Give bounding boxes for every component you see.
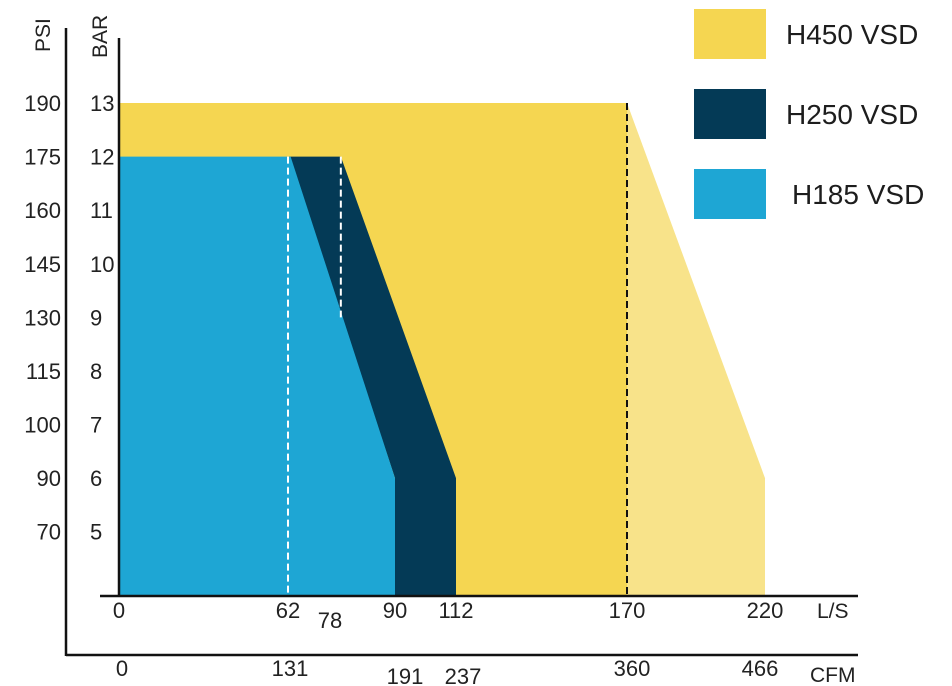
psi-axis-label: PSI — [32, 18, 55, 52]
legend-swatch — [694, 169, 766, 219]
ls-tick-label: 62 — [276, 598, 300, 623]
plot-area — [119, 103, 765, 596]
cfm-tick-label: 0 — [116, 656, 128, 681]
psi-tick-label: 90 — [37, 466, 61, 491]
psi-tick-label: 160 — [24, 198, 61, 223]
legend-label: H250 VSD — [786, 99, 918, 130]
ls-tick-label: 220 — [747, 598, 784, 623]
h450-vsd-extension-area — [627, 103, 765, 596]
bar-tick-label: 13 — [90, 91, 114, 116]
cfm-tick-label: 360 — [614, 656, 651, 681]
h250-vsd-area — [288, 156, 456, 596]
bar-tick-label: 10 — [90, 252, 114, 277]
legend-label: H185 VSD — [792, 179, 924, 210]
cfm-tick-label: 131 — [272, 656, 309, 681]
ls-tick-label: 90 — [383, 598, 407, 623]
bar-tick-label: 12 — [90, 145, 114, 170]
ls-tick-label: 112 — [438, 598, 473, 623]
cfm-tick-label: 191 — [387, 664, 424, 686]
psi-tick-label: 145 — [24, 252, 61, 277]
psi-tick-label: 130 — [24, 305, 61, 330]
cfm-tick-label: 466 — [742, 656, 779, 681]
psi-tick-label: 115 — [26, 359, 61, 384]
bar-tick-label: 11 — [90, 198, 113, 223]
bar-tick-label: 8 — [90, 359, 102, 384]
legend-label: H450 VSD — [786, 19, 918, 50]
legend-swatch — [694, 89, 766, 139]
legend-swatch — [694, 9, 766, 59]
cfm-axis-label: CFM — [810, 664, 856, 686]
bar-tick-label: 5 — [90, 520, 102, 545]
psi-tick-label: 190 — [24, 91, 61, 116]
legend: H450 VSD H250 VSD H185 VSD — [694, 9, 924, 219]
cfm-tick-label: 237 — [445, 664, 482, 686]
ls-tick-label: 78 — [318, 608, 342, 633]
bar-tick-label: 9 — [90, 305, 102, 330]
ls-tick-label: 170 — [609, 598, 646, 623]
h185-vsd-area — [119, 156, 395, 596]
psi-tick-label: 100 — [24, 413, 61, 438]
axes — [64, 28, 858, 657]
ls-tick-label: 0 — [113, 598, 125, 623]
bar-axis-label: BAR — [89, 15, 112, 58]
dashed-markers — [287, 103, 628, 596]
psi-tick-label: 175 — [24, 145, 61, 170]
bar-tick-label: 6 — [90, 466, 102, 491]
ls-axis-label: L/S — [817, 600, 849, 623]
bar-tick-label: 7 — [90, 413, 102, 438]
psi-tick-label: 70 — [37, 520, 61, 545]
tick-labels: PSI BAR L/S CFM 567891011121370901001151… — [24, 15, 855, 686]
